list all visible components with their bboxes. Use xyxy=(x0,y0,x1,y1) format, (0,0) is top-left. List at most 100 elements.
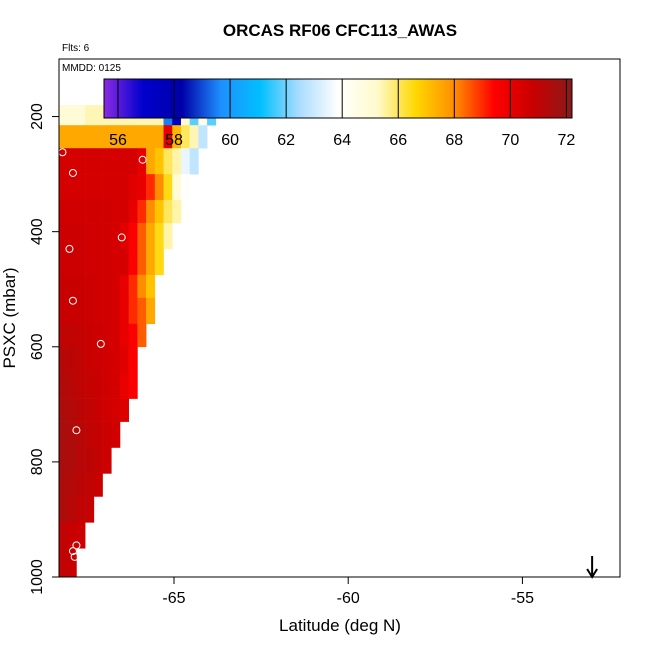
heatmap-cell xyxy=(111,148,121,175)
heatmap-cell xyxy=(93,398,103,422)
heatmap-cell xyxy=(119,125,129,149)
heatmap-cell xyxy=(59,174,69,201)
sample-point xyxy=(96,339,105,348)
heatmap-cell xyxy=(119,297,129,325)
heatmap-cell xyxy=(146,174,156,201)
heatmap-cell xyxy=(59,248,69,276)
heatmap-cell xyxy=(59,274,69,299)
colorbar: 56 58 60 62 64 66 68 70 72 xyxy=(103,78,575,149)
sample-point xyxy=(138,155,147,164)
heatmap-cell xyxy=(154,200,164,224)
heatmap-cells xyxy=(59,105,217,578)
heatmap-cell xyxy=(67,421,77,448)
heatmap-cell xyxy=(76,346,86,373)
heatmap-cell xyxy=(67,148,77,175)
heatmap-cell xyxy=(102,372,112,399)
sample-point xyxy=(72,426,81,435)
y-tick-label: 1000 xyxy=(29,559,46,595)
heatmap-cell xyxy=(59,148,69,175)
heatmap-cell xyxy=(67,447,77,474)
heatmap-cell xyxy=(67,105,77,126)
colorbar-tick-label: 66 xyxy=(389,132,407,149)
heatmap-cell xyxy=(85,323,95,348)
heatmap-cell xyxy=(119,174,129,201)
heatmap-cell xyxy=(102,421,112,448)
heatmap-cell xyxy=(102,346,112,373)
heatmap-cell xyxy=(59,496,69,523)
heatmap-cell xyxy=(93,105,103,126)
heatmap-cell xyxy=(67,473,77,497)
heatmap-cell xyxy=(76,323,86,348)
colorbar-ticks: 56 58 60 62 64 66 68 70 72 xyxy=(109,79,575,149)
colorbar-tick-label: 56 xyxy=(109,132,127,149)
heatmap-cell xyxy=(67,297,77,325)
heatmap-cell xyxy=(85,105,95,126)
heatmap-cell xyxy=(85,421,95,448)
heatmap-cell xyxy=(93,372,103,399)
heatmap-cell xyxy=(189,125,199,149)
heatmap-cell xyxy=(85,447,95,474)
heatmap-cell xyxy=(67,372,77,399)
heatmap-cell xyxy=(137,297,147,325)
colorbar-tick-label: 58 xyxy=(165,132,183,149)
heatmap-cell xyxy=(180,125,190,149)
heatmap-cell xyxy=(102,447,112,474)
heatmap-cell xyxy=(128,248,138,276)
heatmap-cell xyxy=(85,125,95,149)
heatmap-cell xyxy=(67,200,77,224)
heatmap-cell xyxy=(111,346,121,373)
heatmap-cell xyxy=(76,398,86,422)
heatmap-cell xyxy=(67,248,77,276)
heatmap-cell xyxy=(59,297,69,325)
heatmap-cell xyxy=(59,323,69,348)
heatmap-cell xyxy=(102,200,112,224)
heatmap-cell xyxy=(85,200,95,224)
heatmap-cell xyxy=(76,248,86,276)
heatmap-cell xyxy=(137,125,147,149)
heatmap-cell xyxy=(111,398,121,422)
heatmap-cell xyxy=(85,174,95,201)
heatmap-cell xyxy=(102,274,112,299)
heatmap-cell xyxy=(76,297,86,325)
heatmap-cell xyxy=(154,174,164,201)
heatmap-cell xyxy=(76,105,86,126)
heatmap-cell xyxy=(163,125,173,149)
sample-point xyxy=(70,552,79,561)
heatmap-cell xyxy=(93,323,103,348)
colorbar-tick-label: 70 xyxy=(501,132,519,149)
heatmap-cell xyxy=(67,346,77,373)
heatmap-cell xyxy=(119,274,129,299)
colorbar-gradient xyxy=(103,78,573,119)
heatmap-cell xyxy=(76,274,86,299)
heatmap-cell xyxy=(85,297,95,325)
sample-point xyxy=(68,547,77,556)
heatmap-cell xyxy=(111,297,121,325)
heatmap-cell xyxy=(102,398,112,422)
heatmap-cell xyxy=(93,473,103,497)
heatmap-cell xyxy=(128,274,138,299)
sample-point xyxy=(117,233,126,242)
arrow-head xyxy=(586,568,598,579)
heatmap-cell xyxy=(163,223,173,250)
y-tick-label: 800 xyxy=(29,448,46,475)
heatmap-cell xyxy=(59,105,69,126)
y-tick-label: 200 xyxy=(29,103,46,130)
heatmap-cell xyxy=(119,200,129,224)
heatmap-cell xyxy=(119,223,129,250)
sample-point xyxy=(65,244,74,253)
heatmap-cell xyxy=(67,125,77,149)
heatmap-cell xyxy=(189,148,199,175)
heatmap-cell xyxy=(76,223,86,250)
heatmap-cell xyxy=(85,398,95,422)
heatmap-cell xyxy=(85,248,95,276)
heatmap-cell xyxy=(93,274,103,299)
heatmap-cell xyxy=(93,248,103,276)
heatmap-cell xyxy=(111,223,121,250)
heatmap-cell xyxy=(59,473,69,497)
heatmap-cell xyxy=(85,148,95,175)
heatmap-cell xyxy=(85,496,95,523)
heatmap-cell xyxy=(172,200,182,224)
heatmap-cell xyxy=(85,372,95,399)
heatmap-cell xyxy=(67,323,77,348)
heatmap-cell xyxy=(102,248,112,276)
